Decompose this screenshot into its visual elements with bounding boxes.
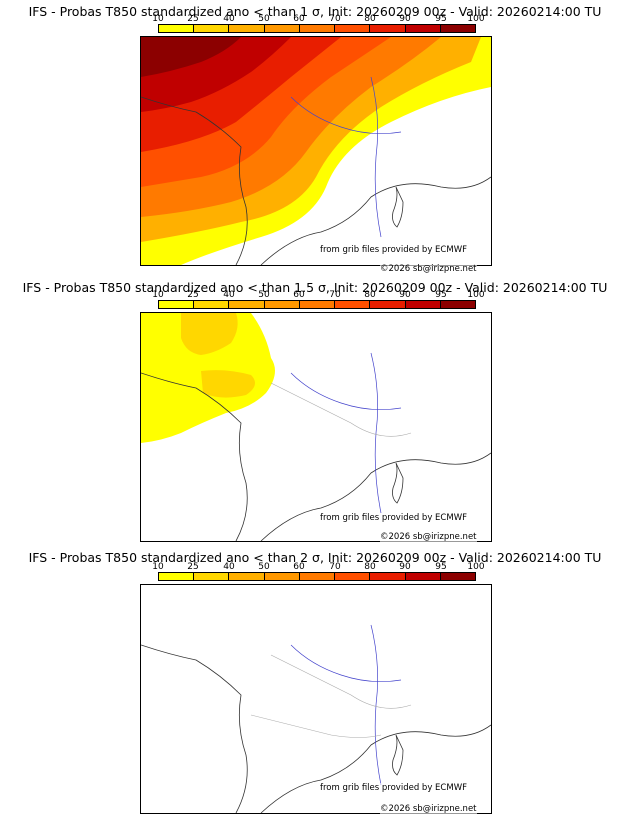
colorbar — [158, 572, 476, 581]
colorbar-swatch — [335, 25, 371, 32]
colorbar-tick: 10 — [152, 562, 164, 572]
colorbar-swatch — [229, 301, 265, 308]
colorbar-tick: 60 — [293, 14, 305, 24]
panel-3: IFS - Probas T850 standardized ano < tha… — [0, 548, 630, 824]
colorbar-swatch — [405, 25, 441, 32]
colorbar-tick: 10 — [152, 290, 164, 300]
colorbar-swatch — [299, 301, 336, 308]
colorbar-tick: 70 — [329, 562, 341, 572]
colorbar-swatch — [405, 301, 441, 308]
colorbar-tick: 80 — [364, 14, 376, 24]
colorbar-swatch — [159, 301, 195, 308]
colorbar-swatch — [335, 301, 371, 308]
colorbar-swatch — [370, 25, 406, 32]
colorbar-tick: 90 — [399, 14, 411, 24]
colorbar-tick: 25 — [187, 290, 199, 300]
colorbar-labels: 10 25 40 50 60 70 80 90 95 100 — [152, 562, 492, 574]
credit-source: from grib files provided by ECMWF — [320, 783, 467, 793]
colorbar-swatch — [159, 25, 195, 32]
colorbar — [158, 24, 476, 33]
credit-copyright: ©2026 sb@irizpne.net — [380, 264, 477, 274]
colorbar-tick: 95 — [435, 562, 447, 572]
colorbar-swatch — [440, 301, 475, 308]
colorbar-tick: 90 — [399, 290, 411, 300]
colorbar-tick: 50 — [258, 14, 270, 24]
colorbar — [158, 300, 476, 309]
colorbar-tick: 60 — [293, 562, 305, 572]
probability-map-1-5sigma — [140, 312, 492, 542]
credit-source: from grib files provided by ECMWF — [320, 513, 467, 523]
colorbar-swatch — [335, 573, 371, 580]
colorbar-swatch — [159, 573, 195, 580]
colorbar-tick: 50 — [258, 290, 270, 300]
colorbar-swatch — [264, 25, 300, 32]
credit-copyright: ©2026 sb@irizpne.net — [380, 532, 477, 542]
colorbar-tick: 70 — [329, 14, 341, 24]
colorbar-tick: 100 — [467, 290, 485, 300]
colorbar-swatch — [229, 25, 265, 32]
colorbar-swatch — [299, 573, 336, 580]
colorbar-tick: 80 — [364, 562, 376, 572]
colorbar-swatch — [194, 573, 230, 580]
colorbar-tick: 80 — [364, 290, 376, 300]
colorbar-tick: 95 — [435, 290, 447, 300]
credit-source: from grib files provided by ECMWF — [320, 245, 467, 255]
colorbar-swatch — [194, 25, 230, 32]
panel-title: IFS - Probas T850 standardized ano < tha… — [28, 4, 602, 19]
colorbar-labels: 10 25 40 50 60 70 80 90 95 100 — [152, 14, 492, 26]
colorbar-swatch — [370, 301, 406, 308]
panel-1: IFS - Probas T850 standardized ano < tha… — [0, 0, 630, 276]
colorbar-swatch — [440, 573, 475, 580]
colorbar-tick: 50 — [258, 562, 270, 572]
colorbar-tick: 70 — [329, 290, 341, 300]
colorbar-swatch — [299, 25, 336, 32]
colorbar-tick: 100 — [467, 562, 485, 572]
probability-map-2sigma — [140, 584, 492, 814]
colorbar-tick: 25 — [187, 14, 199, 24]
colorbar-swatch — [370, 573, 406, 580]
panel-title: IFS - Probas T850 standardized ano < tha… — [22, 280, 608, 295]
colorbar-tick: 90 — [399, 562, 411, 572]
colorbar-tick: 40 — [223, 290, 235, 300]
colorbar-swatch — [405, 573, 441, 580]
panel-2: IFS - Probas T850 standardized ano < tha… — [0, 276, 630, 552]
colorbar-swatch — [264, 573, 300, 580]
credit-copyright: ©2026 sb@irizpne.net — [380, 804, 477, 814]
colorbar-labels: 10 25 40 50 60 70 80 90 95 100 — [152, 290, 492, 302]
colorbar-tick: 95 — [435, 14, 447, 24]
probability-map-1sigma — [140, 36, 492, 266]
colorbar-tick: 40 — [223, 14, 235, 24]
colorbar-swatch — [229, 573, 265, 580]
colorbar-tick: 25 — [187, 562, 199, 572]
colorbar-swatch — [194, 301, 230, 308]
panel-title: IFS - Probas T850 standardized ano < tha… — [28, 550, 602, 565]
colorbar-tick: 60 — [293, 290, 305, 300]
colorbar-tick: 100 — [467, 14, 485, 24]
colorbar-tick: 40 — [223, 562, 235, 572]
colorbar-tick: 10 — [152, 14, 164, 24]
colorbar-swatch — [264, 301, 300, 308]
colorbar-swatch — [440, 25, 475, 32]
